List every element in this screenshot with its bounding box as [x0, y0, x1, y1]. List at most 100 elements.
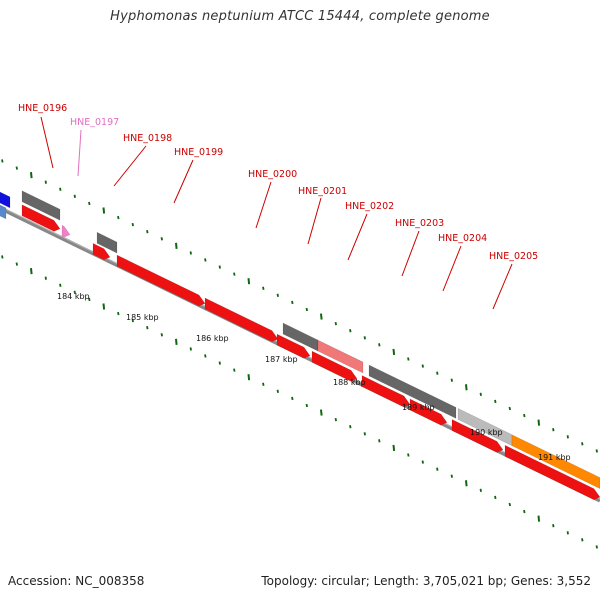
outer-tick-row — [1, 159, 598, 453]
tick-mark — [262, 382, 265, 386]
tick-mark — [247, 278, 251, 285]
gene-label-hne-0201: HNE_0201 — [298, 186, 347, 197]
tick-mark — [349, 425, 352, 429]
gene-feature — [204, 297, 279, 342]
tick-mark — [276, 293, 279, 298]
tick-mark — [117, 215, 120, 220]
tick-mark — [175, 242, 178, 249]
gene-label-leader — [307, 197, 322, 245]
tick-mark — [595, 449, 598, 453]
tick-mark — [30, 172, 33, 179]
gene-label-leader — [442, 245, 462, 292]
gene-feature — [21, 204, 61, 232]
tick-mark — [291, 300, 294, 305]
gene-feature — [311, 350, 358, 382]
tick-marks — [1, 159, 598, 549]
tick-mark — [73, 194, 76, 199]
map-title: Hyphomonas neptunium ATCC 15444, complet… — [110, 9, 490, 24]
tick-mark — [102, 303, 106, 310]
gene-label-leader — [113, 145, 147, 187]
kbp-label: 187 kbp — [265, 355, 298, 364]
kbp-label: 186 kbp — [196, 334, 229, 343]
accession-text: Accession: NC_008358 — [8, 574, 145, 588]
gene-label-hne-0205: HNE_0205 — [489, 251, 538, 262]
tick-mark — [204, 258, 207, 262]
tick-mark — [421, 364, 424, 368]
tick-mark — [392, 444, 396, 452]
gene-label-leader — [401, 230, 420, 277]
tick-mark — [595, 545, 598, 549]
tick-mark — [581, 442, 584, 446]
gene-feature — [368, 364, 457, 419]
gene-feature — [61, 224, 71, 238]
gene-label-hne-0197: HNE_0197 — [70, 117, 119, 128]
tick-mark — [450, 474, 453, 478]
tick-mark — [421, 460, 424, 464]
tick-mark — [59, 187, 62, 191]
tick-mark — [552, 524, 555, 528]
tick-mark — [479, 488, 482, 493]
tick-mark — [59, 283, 62, 287]
kbp-label: 189 kbp — [402, 403, 435, 412]
gene-label-hne-0202: HNE_0202 — [345, 201, 394, 212]
gene-label-hne-0199: HNE_0199 — [174, 147, 223, 158]
tick-mark — [131, 222, 134, 227]
tick-mark — [233, 272, 236, 276]
gene-feature — [96, 231, 118, 254]
gene-label-leader — [173, 159, 194, 204]
gene-feature — [21, 190, 61, 221]
kbp-label: 184 kbp — [57, 292, 90, 301]
tick-mark — [189, 251, 192, 255]
gene-label-hne-0196: HNE_0196 — [18, 103, 67, 114]
kbp-scale-labels: 184 kbp 185 kbp 186 kbp 187 kbp 188 kbp 189 k… — [57, 292, 571, 462]
tick-mark — [523, 413, 526, 418]
gene-label-hne-0200: HNE_0200 — [248, 169, 297, 180]
tick-mark — [146, 230, 149, 234]
gene-label-hne-0204: HNE_0204 — [438, 233, 487, 244]
tick-mark — [508, 502, 511, 507]
tick-mark — [44, 276, 47, 280]
gene-label-hne-0198: HNE_0198 — [123, 133, 172, 144]
tick-mark — [349, 329, 352, 333]
tick-mark — [276, 389, 279, 394]
gene-label-hne-0203: HNE_0203 — [395, 218, 444, 229]
tick-mark — [436, 467, 439, 471]
kbp-label: 188 kbp — [333, 378, 366, 387]
gene-feature — [0, 204, 7, 220]
tick-mark — [407, 357, 410, 361]
tick-mark — [305, 403, 308, 408]
gene-feature — [0, 191, 11, 209]
tick-mark — [494, 495, 497, 500]
gene-label-leader — [347, 213, 368, 261]
tick-mark — [537, 515, 541, 522]
tick-mark — [160, 237, 163, 241]
tick-mark — [552, 428, 555, 432]
inner-tick-row — [1, 255, 598, 549]
tick-mark — [581, 538, 584, 542]
tick-mark — [204, 354, 207, 358]
tick-mark — [88, 201, 91, 206]
tick-mark — [1, 255, 4, 259]
tick-mark — [407, 453, 410, 457]
tick-mark — [247, 374, 251, 381]
tick-mark — [73, 290, 76, 295]
kbp-label: 190 kbp — [470, 428, 503, 437]
tick-mark — [450, 378, 453, 382]
tick-mark — [320, 313, 323, 320]
gene-feature — [504, 444, 600, 501]
tick-mark — [44, 180, 47, 184]
tick-mark — [566, 435, 569, 439]
tick-mark — [160, 333, 163, 337]
tick-mark — [305, 307, 308, 312]
tick-mark — [291, 396, 294, 401]
tick-mark — [131, 318, 134, 323]
tick-mark — [262, 286, 265, 290]
gene-label-leader — [492, 263, 513, 310]
tick-mark — [175, 338, 178, 345]
tick-mark — [378, 439, 381, 443]
gene-features — [0, 190, 600, 501]
tick-mark — [189, 347, 192, 351]
gene-feature — [116, 254, 206, 307]
kbp-label: 191 kbp — [538, 453, 571, 462]
